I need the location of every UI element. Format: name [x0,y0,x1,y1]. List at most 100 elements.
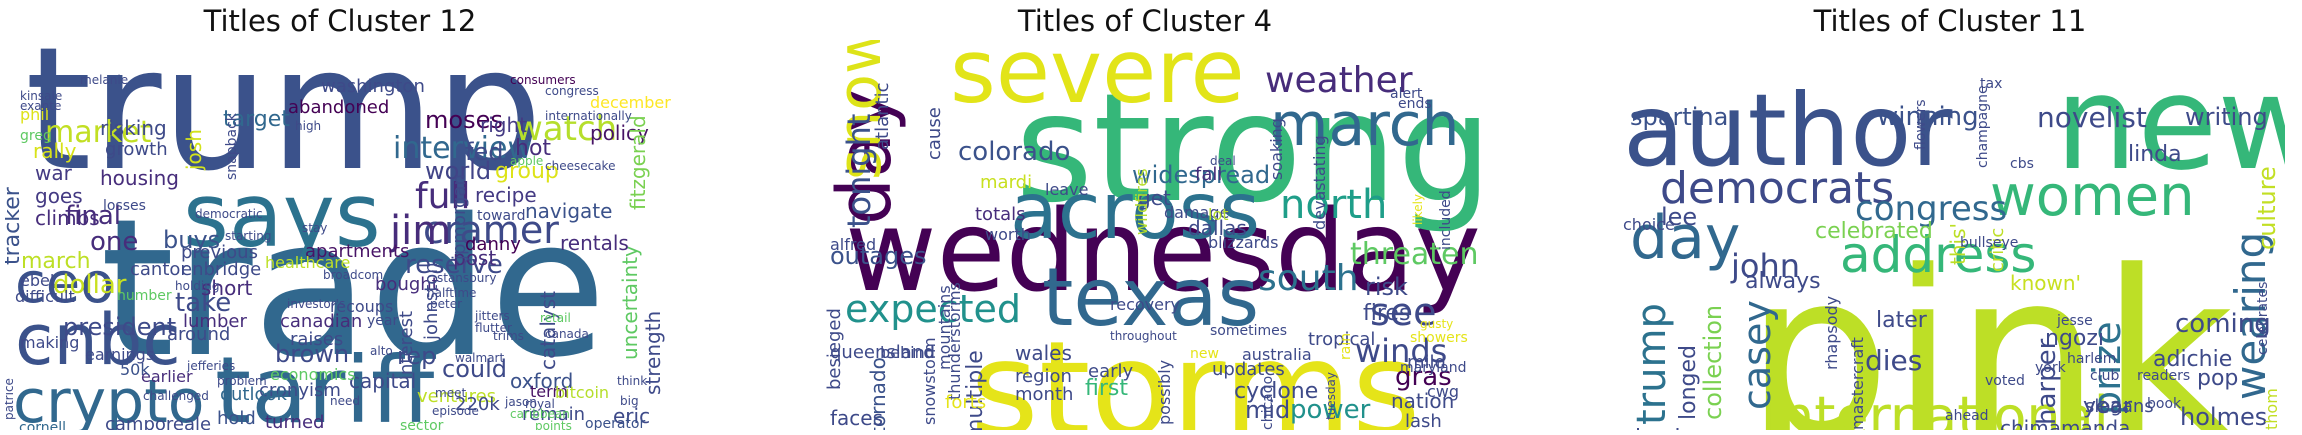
word-0-12: market [45,115,152,150]
word-0-115: internationally [545,109,632,123]
word-0-107: royal [525,397,555,411]
word-0-43: december [590,93,671,112]
word-0-63: economics [270,365,356,384]
word-0-78: sector [400,418,444,430]
word-0-28: abandoned [288,97,389,118]
word-0-59: brown [275,340,349,368]
word-1-77: tuesday [1324,372,1338,420]
word-1-74: showers [1410,330,1468,346]
word-2-53: voted [1985,373,2025,389]
word-0-25: march [21,249,91,274]
word-1-6: day [822,89,908,225]
word-2-55: bullseye [1960,235,2018,251]
word-2-29: year [2083,394,2133,419]
word-0-5: cnbc [15,299,181,381]
word-2-28: later [1876,308,1928,333]
word-0-110: walmart [455,351,504,365]
word-2-54: ahead [1945,408,1989,424]
word-0-101: flutter [475,321,512,335]
word-2-0: pink [1745,223,2234,430]
word-1-16: threaten [1350,237,1479,272]
word-1-1: strong [1015,62,1480,236]
chart-title: Titles of Cluster 4 [1017,4,1273,38]
word-0-10: interview [393,131,532,166]
word-1-20: fires [1363,301,1410,326]
word-2-42: mastercraft [1848,337,1867,430]
word-0-132: investor's [287,297,345,311]
word-2-21: longed [1676,345,1701,420]
word-0-62: capital [349,369,416,393]
word-2-57: tax [1980,76,2002,92]
word-0-20: rep [397,342,436,370]
word-1-33: alfred [830,235,876,254]
word-2-25: linda [2128,142,2182,167]
word-0-16: world [425,157,491,185]
word-0-95: points [535,419,572,430]
word-0-65: ventures [417,386,496,407]
word-1-13: tonight [840,114,878,228]
word-1-22: power [1290,395,1371,425]
word-0-11: watch [515,109,617,149]
word-2-14: winning [1877,102,1979,132]
word-2-33: back [1635,426,1688,430]
word-0-60: canadian [280,311,362,332]
word-0-27: washington [321,76,425,97]
word-0-61: raises [290,329,343,350]
word-0-7: cramer [423,208,559,252]
word-1-27: dallas [1188,216,1247,240]
word-1-5: texas [1042,251,1259,344]
word-1-31: atlantic [872,83,893,150]
word-2-2: author [1623,72,1953,189]
word-2-35: pop [2197,366,2238,391]
word-1-66: included [1438,190,1454,250]
word-0-42: fed [465,138,503,166]
word-1-36: snowstorm [920,337,939,425]
word-2-13: john [1730,247,1800,285]
word-0-54: healthcare [265,253,350,272]
word-2-52: york [2035,360,2067,376]
word-0-94: operator [585,416,645,430]
word-1-51: lash [1405,411,1442,430]
word-1-50: nation [1391,389,1454,413]
word-1-70: lot [1208,205,1229,224]
word-0-23: buys [163,226,220,254]
word-1-35: thunderstorms [945,282,964,400]
word-0-66: interest [396,311,417,380]
word-1-10: north [1280,182,1387,228]
word-0-75: outlook [220,384,288,405]
word-0-73: eric [613,404,650,428]
word-0-96: big [620,394,639,408]
word-1-72: forts [945,392,986,413]
word-0-117: cheesecake [545,159,615,173]
word-2-10: congress [1855,189,2007,229]
word-1-55: soaking [1267,118,1286,180]
word-1-40: behind [880,343,935,362]
word-1-26: mid [1245,396,1290,424]
word-0-41: navigate [525,199,612,223]
word-2-16: spartina [1630,103,1728,131]
word-0-100: jitters [474,309,510,323]
word-2-31: chimamanda [2000,416,2130,430]
word-0-88: difficult [15,287,75,306]
word-1-53: mild [1407,352,1446,373]
word-0-51: danny [465,234,521,255]
word-1-47: cyclone [1234,379,1318,404]
word-0-26: target [223,107,290,132]
word-0-70: 220k [455,394,500,415]
word-0-30: risking [100,116,167,140]
word-1-76: throughout [1110,329,1177,343]
word-1-59: wildfires [1132,168,1151,235]
word-0-69: oxford [510,369,573,393]
word-1-63: chicago [1260,376,1276,430]
word-0-9: full [415,176,471,217]
chart-title: Titles of Cluster 12 [203,4,477,38]
word-1-61: recovery [1110,295,1180,314]
word-2-27: always [1745,269,1821,294]
word-2-49: club [2090,368,2119,384]
word-1-4: across [1010,167,1260,257]
word-2-43: rhapsody [1822,296,1841,370]
word-0-85: previous [181,242,258,263]
word-2-24: culture [2253,166,2281,250]
word-0-45: fitzgerald [626,115,650,210]
